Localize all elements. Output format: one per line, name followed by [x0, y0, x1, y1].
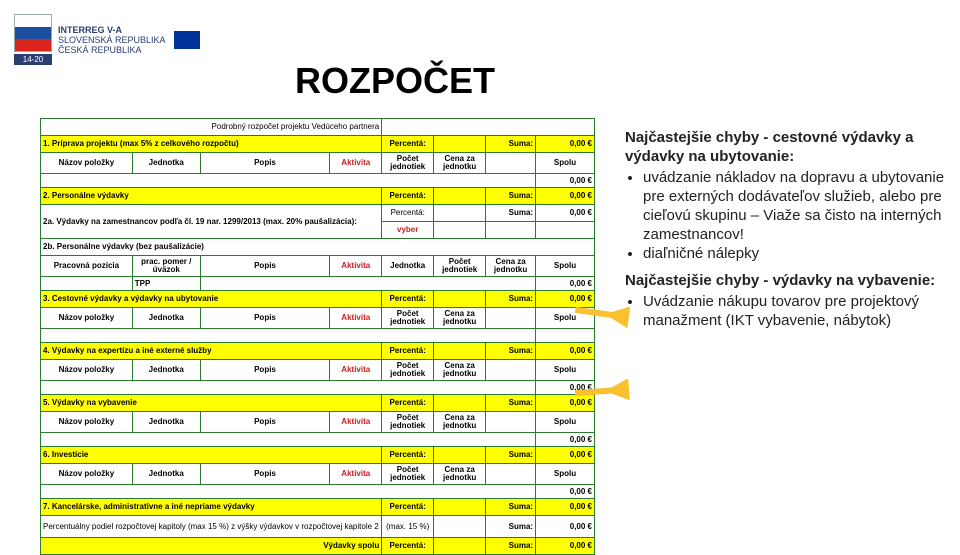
chapter-2: 2. Personálne výdavky — [41, 188, 382, 205]
chapter-6: 6. Investície — [41, 447, 382, 464]
chapter-7: 7. Kancelárske, administratívne a iné ne… — [41, 499, 382, 516]
arrow-icon — [574, 374, 636, 408]
note-item: uvádzanie nákladov na dopravu a ubytovan… — [643, 168, 945, 244]
notes-heading-1: Najčastejšie chyby - cestovné výdavky a … — [625, 129, 914, 165]
total-row: Výdavky spolu — [41, 538, 382, 555]
eu-flag-icon — [174, 31, 200, 49]
table-subtitle: Podrobný rozpočet projektu Vedúceho part… — [41, 119, 382, 136]
notes-panel: Najčastejšie chyby - cestovné výdavky a … — [625, 128, 945, 338]
chapter-1: 1. Príprava projektu (max 5% z celkového… — [41, 136, 382, 153]
chapter-4: 4. Výdavky na expertízu a iné externé sl… — [41, 343, 382, 360]
chapter-7-text: Percentuálny podiel rozpočtovej kapitoly… — [41, 516, 382, 538]
page-title: ROZPOČET — [295, 60, 495, 102]
program-logo: 14-20 INTERREG V-A SLOVENSKÁ REPUBLIKA Č… — [14, 14, 200, 65]
logo-countries: SLOVENSKÁ REPUBLIKA ČESKÁ REPUBLIKA — [58, 35, 166, 55]
logo-program: INTERREG V-A — [58, 25, 166, 35]
note-item: diaľničné nálepky — [643, 244, 945, 263]
chapter-2b: 2b. Personálne výdavky (bez paušalizácie… — [41, 239, 595, 256]
logo-years: 14-20 — [14, 54, 52, 65]
chapter-5: 5. Výdavky na vybavenie — [41, 395, 382, 412]
chapter-3: 3. Cestovné výdavky a výdavky na ubytova… — [41, 291, 382, 308]
note-item: Uvádzanie nákupu tovarov pre projektový … — [643, 292, 945, 330]
notes-heading-2: Najčastejšie chyby - výdavky na vybaveni… — [625, 272, 935, 289]
budget-table: Podrobný rozpočet projektu Vedúceho part… — [40, 118, 595, 555]
chapter-2a: 2a. Výdavky na zamestnancov podľa čl. 19… — [41, 205, 382, 239]
